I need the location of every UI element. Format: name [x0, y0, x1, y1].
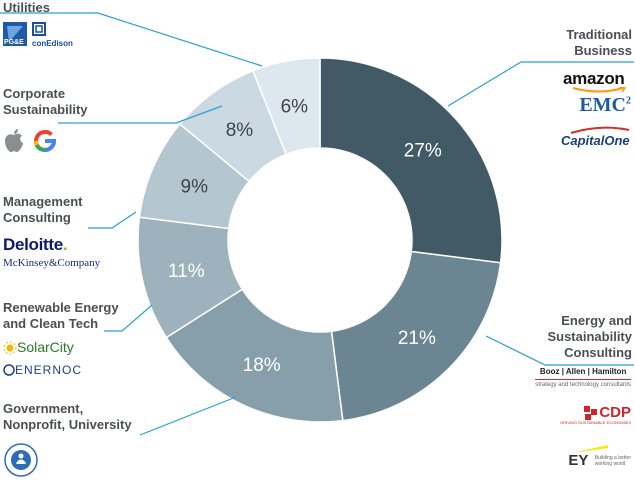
slice-value-management-consulting: 9% [181, 177, 209, 198]
slice-value-utilities: 6% [281, 96, 309, 117]
ey-beam-icon [572, 445, 609, 453]
callout-line-1 [0, 12, 263, 67]
capital-one-swoosh-icon [570, 126, 630, 134]
label-management-consulting: Management Consulting [3, 194, 83, 225]
epa-seal-icon [4, 443, 38, 477]
booz-allen-logo: Booz | Allen | Hamilton strategy and tec… [535, 367, 631, 388]
label-corporate-sustainability: Corporate Sustainability [3, 86, 88, 117]
mckinsey-logo: McKinsey&Company [3, 257, 101, 269]
label-government: Government, Nonprofit, University [3, 401, 132, 432]
label-utilities: Utilities [3, 0, 50, 15]
ey-logo: EY Building a better working world [568, 445, 631, 469]
solarcity-logo: SolarCity [3, 340, 74, 356]
callout-line-6 [447, 61, 634, 107]
slice-traditional-business [319, 57, 503, 264]
apple-logo-icon [5, 129, 23, 152]
slice-value-traditional-business: 27% [404, 140, 442, 161]
booz-divider [535, 379, 631, 380]
pge-logo-icon: PG&E [3, 22, 27, 46]
conedison-mark-icon [32, 22, 46, 36]
label-renewable-energy: Renewable Energy and Clean Tech [3, 300, 119, 331]
apple-logo [4, 128, 24, 156]
slice-value-renewable-energy-and-clean-tech: 11% [168, 261, 205, 282]
google-logo-icon [33, 129, 57, 152]
label-energy-sustainability-consulting: Energy and Sustainability Consulting [547, 313, 632, 360]
svg-text:PG&E: PG&E [4, 39, 24, 46]
callout-line-2 [58, 105, 223, 124]
pge-logo: PG&E [3, 22, 27, 50]
slice-energy-and-sustainability-consulting [330, 250, 502, 422]
cdp-logo: CDP DRIVING SUSTAINABLE ECONOMIES [560, 404, 631, 426]
slice-government-nonprofit-university [165, 288, 344, 423]
amazon-logo: amazon [563, 70, 631, 93]
enernoc-logo: ENERNOC [3, 362, 82, 378]
sun-icon [3, 341, 17, 355]
label-traditional-business: Traditional Business [566, 27, 632, 58]
slice-value-energy-and-sustainability-consulting: 21% [398, 328, 436, 349]
cdp-mark-icon [584, 406, 598, 420]
epa-seal [4, 443, 38, 481]
callout-line-3 [88, 211, 137, 229]
enernoc-mark-icon [3, 364, 15, 376]
slice-value-government-nonprofit-university: 18% [243, 355, 281, 376]
conedison-logo: conEdison [32, 22, 73, 48]
google-logo [33, 129, 57, 157]
deloitte-logo: Deloitte. [3, 235, 68, 254]
amazon-smile-icon [572, 87, 627, 93]
emc-logo: EMC2 [579, 94, 631, 116]
capital-one-logo: CapitalOne [561, 126, 631, 147]
callout-line-7 [485, 335, 634, 366]
slice-utilities [252, 57, 321, 156]
callout-line-4 [104, 304, 153, 332]
callout-line-5 [139, 396, 237, 436]
slice-value-corporate-sustainability: 8% [226, 120, 254, 141]
